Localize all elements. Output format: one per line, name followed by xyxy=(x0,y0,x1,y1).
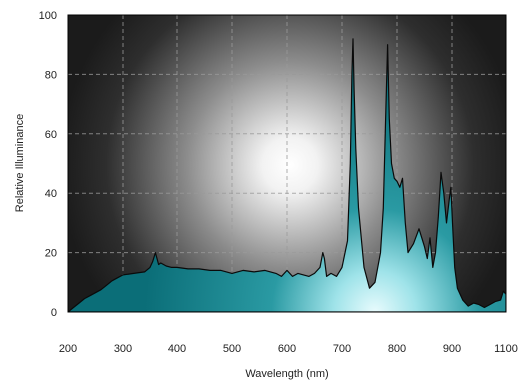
x-tick-800: 800 xyxy=(388,343,406,355)
plot-frame xyxy=(67,14,507,313)
x-tick-300: 300 xyxy=(114,343,132,355)
y-tick-40: 40 xyxy=(45,188,57,200)
x-tick-600: 600 xyxy=(278,343,296,355)
x-axis-label: Wavelength (nm) xyxy=(245,368,328,380)
x-tick-labels: 200 300 400 500 600 700 800 900 1100 xyxy=(59,343,518,355)
x-tick-400: 400 xyxy=(168,343,186,355)
x-tick-1100: 1100 xyxy=(494,343,518,355)
x-tick-500: 500 xyxy=(223,343,241,355)
series-layer xyxy=(68,38,506,312)
x-tick-200: 200 xyxy=(59,343,77,355)
y-tick-100: 100 xyxy=(39,10,57,22)
y-tick-20: 20 xyxy=(45,248,57,260)
spectrum-area xyxy=(68,38,506,312)
x-tick-700: 700 xyxy=(333,343,351,355)
y-tick-labels: 0 20 40 60 80 100 xyxy=(39,10,57,319)
y-tick-0: 0 xyxy=(51,307,57,319)
y-tick-80: 80 xyxy=(45,69,57,81)
y-tick-60: 60 xyxy=(45,129,57,141)
y-axis-label: Relative Illuminance xyxy=(14,114,26,212)
x-tick-900: 900 xyxy=(443,343,461,355)
